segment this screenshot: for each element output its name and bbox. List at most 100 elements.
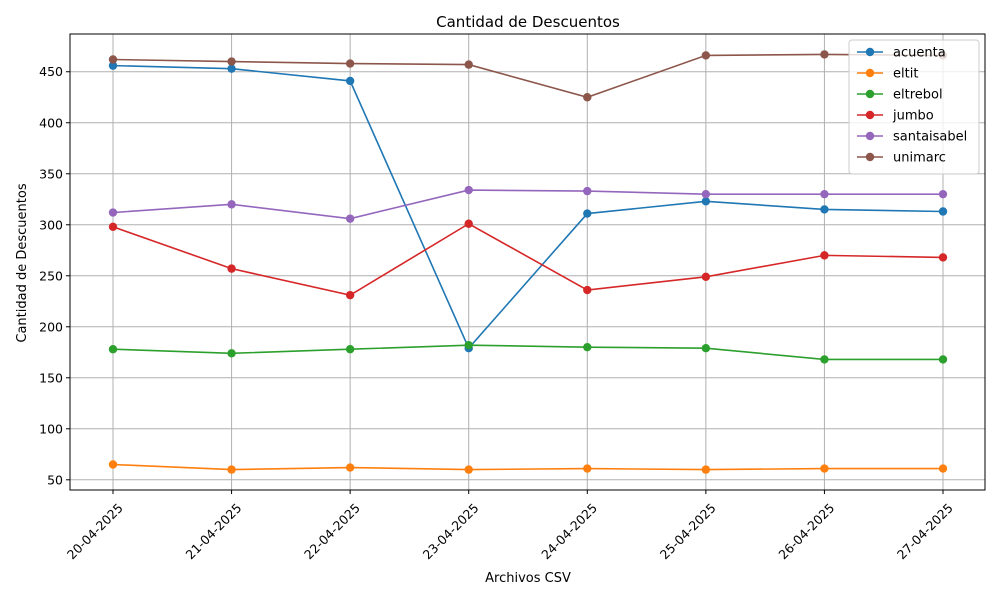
data-point <box>464 185 473 195</box>
grid <box>70 34 985 490</box>
data-point <box>227 57 236 66</box>
y-tick-label: 250 <box>39 268 63 283</box>
data-point <box>227 264 236 273</box>
data-point <box>820 50 829 59</box>
data-point <box>938 207 948 216</box>
x-tick-label: 25-04-2025 <box>657 500 719 562</box>
data-point <box>464 465 473 474</box>
legend-item-jumbo: jumbo <box>857 109 934 124</box>
data-point <box>938 355 948 364</box>
legend-label: acuenta <box>893 46 946 61</box>
legend-label: santaisabel <box>893 130 967 145</box>
data-point <box>227 349 236 358</box>
x-tick-label: 20-04-2025 <box>64 500 126 562</box>
series-layer <box>108 50 948 474</box>
data-point <box>583 464 592 473</box>
legend-marker <box>865 89 875 99</box>
y-tick-label: 50 <box>47 472 63 487</box>
legend-marker <box>865 68 875 78</box>
legend-label: eltrebol <box>893 88 943 103</box>
data-point <box>464 60 473 69</box>
y-axis-label: Cantidad de Descuentos <box>15 183 30 342</box>
data-point <box>820 355 829 364</box>
data-point <box>583 342 592 352</box>
data-point <box>938 464 948 473</box>
legend-label: jumbo <box>892 109 934 124</box>
data-point <box>701 272 711 281</box>
data-point <box>227 200 236 209</box>
legend-label: eltit <box>893 67 918 82</box>
series-eltit <box>108 460 948 474</box>
data-point <box>464 340 473 350</box>
data-point <box>583 186 592 196</box>
data-point <box>345 463 355 472</box>
data-point <box>820 205 829 214</box>
legend-marker <box>865 152 875 162</box>
legend-label: unimarc <box>893 151 946 166</box>
y-tick-label: 350 <box>39 166 63 181</box>
x-axis-label: Archivos CSV <box>485 571 571 586</box>
data-point <box>108 61 118 70</box>
legend-item-eltit: eltit <box>857 67 918 82</box>
data-point <box>820 464 829 473</box>
data-point <box>938 189 948 199</box>
chart-title: Cantidad de Descuentos <box>436 13 620 31</box>
data-point <box>701 197 711 206</box>
x-tick-label: 22-04-2025 <box>301 500 363 562</box>
series-santaisabel <box>108 185 948 223</box>
x-tick-label: 23-04-2025 <box>420 500 482 562</box>
legend-marker <box>865 47 875 57</box>
data-point <box>938 253 948 262</box>
x-tick-label: 26-04-2025 <box>775 500 837 562</box>
data-point <box>108 222 118 232</box>
legend-item-unimarc: unimarc <box>857 151 946 166</box>
data-point <box>108 345 118 354</box>
y-tick-label: 450 <box>39 64 63 79</box>
data-point <box>583 209 592 218</box>
data-point <box>345 59 355 68</box>
data-point <box>820 251 829 260</box>
y-tick-label: 150 <box>39 370 63 385</box>
data-point <box>108 208 118 217</box>
series-eltrebol <box>108 340 948 364</box>
y-tick-label: 100 <box>39 421 63 436</box>
legend: acuenta eltit eltrebol jumbo santaisabel unim… <box>848 39 980 175</box>
y-tick-label: 200 <box>39 319 63 334</box>
data-point <box>108 55 118 64</box>
series-line <box>112 222 944 297</box>
series-line <box>112 64 944 350</box>
series-acuenta <box>108 61 948 353</box>
legend-marker <box>865 131 875 141</box>
data-point <box>108 460 118 469</box>
series-line <box>112 189 943 220</box>
legend-marker <box>865 110 875 120</box>
data-point <box>345 345 355 354</box>
data-point <box>345 214 355 223</box>
x-tick-label: 21-04-2025 <box>182 500 244 562</box>
data-point <box>701 189 711 199</box>
legend-item-eltrebol: eltrebol <box>857 88 943 103</box>
y-tick-label: 300 <box>39 217 63 232</box>
series-line <box>112 463 943 471</box>
axis-ticks: 20-04-2025 21-04-2025 22-04-2025 23-04-2025… <box>39 64 956 562</box>
data-point <box>227 64 236 73</box>
data-point <box>464 219 473 228</box>
data-point <box>583 93 592 102</box>
plot-frame <box>69 33 986 491</box>
x-tick-label: 27-04-2025 <box>894 500 956 562</box>
series-line <box>112 344 943 361</box>
series-unimarc <box>108 50 948 102</box>
data-point <box>820 189 829 199</box>
data-point <box>701 51 711 60</box>
data-point <box>583 285 592 295</box>
y-tick-label: 400 <box>39 115 63 130</box>
data-point <box>345 76 355 86</box>
legend-item-acuenta: acuenta <box>857 46 946 61</box>
data-point <box>701 465 711 474</box>
series-jumbo <box>108 219 948 300</box>
series-line <box>112 53 944 99</box>
data-point <box>345 290 355 300</box>
data-point <box>701 344 711 353</box>
